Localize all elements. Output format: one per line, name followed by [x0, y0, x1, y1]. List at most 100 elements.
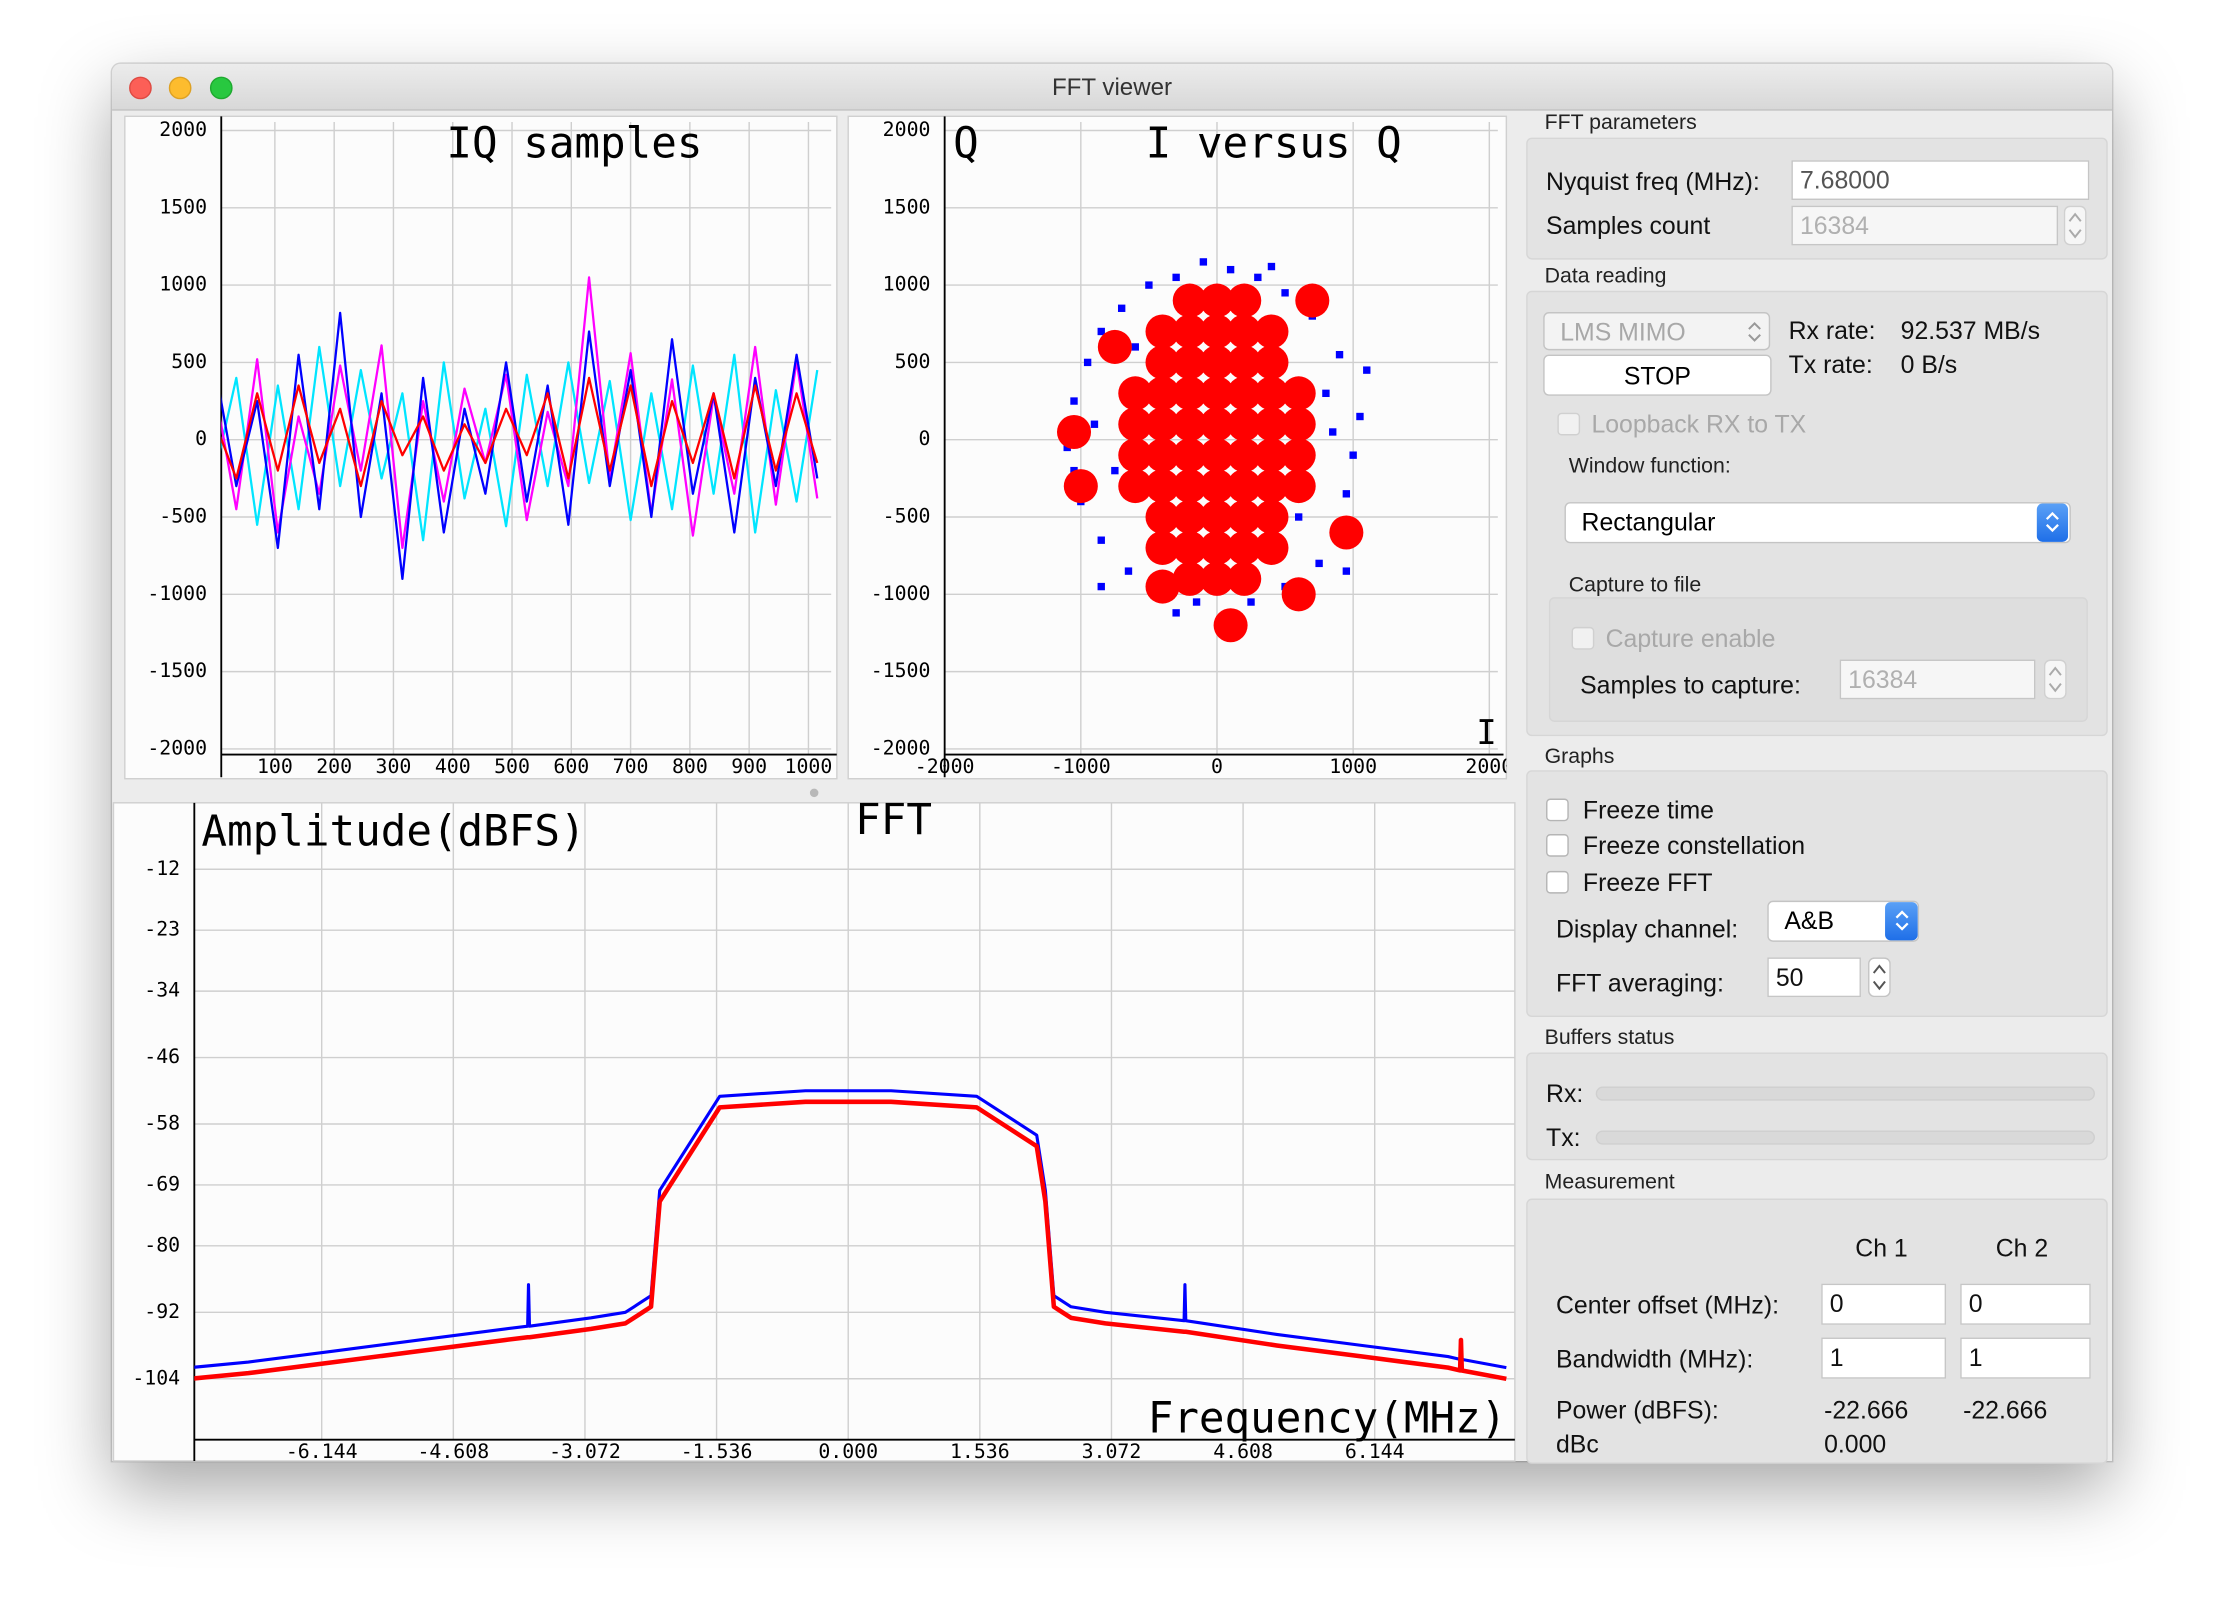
y-tick-label: -500	[883, 505, 931, 528]
section-title: FFT parameters	[1544, 110, 1697, 135]
scatter-point	[1199, 530, 1235, 565]
y-tick-label: 2000	[883, 118, 931, 141]
value: -22.666	[1963, 1395, 2048, 1425]
scatter-point	[1329, 515, 1364, 550]
scatter-point	[1227, 561, 1262, 596]
spin-input[interactable]: 16384	[1791, 205, 2059, 246]
checkbox-label: Capture enable	[1605, 624, 1776, 653]
y-tick-label: 0	[195, 427, 207, 450]
spin-input[interactable]: 50	[1767, 957, 1861, 998]
x-tick-label: 500	[494, 755, 530, 778]
minimize-button[interactable]	[168, 76, 192, 100]
x-tick-label: 0	[1211, 755, 1223, 778]
scatter-point	[1192, 598, 1201, 606]
value: 92.537 MB/s	[1900, 316, 2041, 345]
y-tick-label: -1500	[871, 659, 931, 682]
scatter-point	[1097, 329, 1132, 364]
chart-panel	[112, 802, 1516, 1462]
scatter-point	[1118, 376, 1153, 411]
text-input[interactable]: 1	[1821, 1337, 1947, 1379]
window-title: FFT viewer	[1051, 73, 1173, 101]
spinner[interactable]	[2063, 205, 2087, 246]
scatter-point	[1056, 414, 1092, 449]
text-input[interactable]: 1	[1960, 1337, 2091, 1379]
x-tick-label: 1000	[1329, 755, 1377, 778]
scatter-point	[1145, 438, 1180, 473]
spinner[interactable]	[2043, 659, 2067, 700]
scatter-point	[1199, 407, 1235, 442]
text-input[interactable]: 0	[1960, 1283, 2091, 1325]
checkbox-label: Loopback RX to TX	[1591, 409, 1807, 439]
combo-button[interactable]	[1885, 902, 1918, 941]
window-combo[interactable]: Rectangular	[1564, 502, 2071, 544]
checkbox[interactable]	[1557, 412, 1581, 436]
y-tick-label: -1500	[147, 659, 207, 682]
scatter-point	[1227, 314, 1262, 349]
scatter-point	[1090, 420, 1099, 428]
stop-button[interactable]: STOP	[1543, 354, 1772, 396]
scatter-point	[1356, 412, 1364, 421]
device-combo[interactable]: LMS MIMO	[1543, 312, 1771, 351]
scatter-point	[1145, 281, 1153, 289]
scatter-point	[1097, 582, 1105, 591]
label: Nyquist freq (MHz):	[1546, 167, 1760, 196]
scatter-point	[1199, 438, 1235, 473]
scatter-point	[1227, 469, 1262, 504]
scatter-point	[1213, 608, 1248, 643]
combo-button[interactable]	[2036, 503, 2069, 542]
scatter-point	[1172, 345, 1207, 380]
checkbox[interactable]	[1571, 626, 1595, 650]
scatter-point	[1254, 376, 1289, 411]
zoom-button[interactable]	[209, 76, 233, 100]
close-button[interactable]	[129, 76, 152, 100]
x-tick-label: 300	[376, 755, 412, 778]
spin-input[interactable]: 16384	[1839, 659, 2036, 700]
progress-bar	[1595, 1130, 2095, 1145]
x-tick-label: 1.536	[950, 1440, 1010, 1463]
series-line	[194, 1099, 1507, 1382]
y-tick-label: 2000	[159, 118, 207, 141]
y-tick-label: 1500	[883, 195, 931, 218]
scatter-point	[1199, 469, 1235, 504]
checkbox[interactable]	[1546, 798, 1569, 822]
scatter-point	[1247, 598, 1255, 606]
checkbox[interactable]	[1546, 834, 1569, 857]
scatter-point	[1199, 376, 1235, 411]
x-tick-label: 0.000	[818, 1440, 878, 1463]
text-input[interactable]: 0	[1821, 1283, 1947, 1325]
chart: 2000 1500 1000 500 0 -500 -1000 -1500 -2000 100 20…	[147, 116, 837, 778]
x-tick-label: 700	[613, 755, 649, 778]
spinner[interactable]	[1868, 957, 1891, 998]
x-tick-label: 100	[257, 755, 293, 778]
scatter-point	[1111, 466, 1119, 475]
series-line	[221, 376, 819, 488]
y-tick-label: -500	[159, 505, 207, 528]
label: Tx:	[1546, 1123, 1581, 1152]
x-tick-label: -1000	[1051, 755, 1111, 778]
scatter-point	[1097, 536, 1105, 544]
y-tick-label: 0	[919, 427, 931, 450]
scatter-point	[1172, 530, 1207, 565]
splitter-handle[interactable]	[809, 788, 819, 798]
title-bar: FFT viewer	[112, 63, 2112, 111]
scatter-point	[1199, 499, 1235, 535]
chart-title: I versus Q	[1146, 120, 1402, 169]
scatter-point	[1254, 469, 1289, 504]
y-tick-label: 1000	[159, 273, 207, 296]
checkbox[interactable]	[1546, 870, 1569, 894]
label: Samples to capture:	[1580, 670, 1801, 700]
scatter-point	[1281, 469, 1316, 504]
text-input[interactable]: 7.68000	[1791, 160, 2090, 200]
x-tick-label: 600	[553, 755, 589, 778]
scatter-point	[1199, 314, 1235, 349]
section-title: Measurement	[1544, 1170, 1675, 1195]
checkbox-label: Freeze FFT	[1582, 868, 1713, 897]
x-tick-label: 6.144	[1345, 1440, 1405, 1463]
value: 0 B/s	[1900, 350, 1958, 379]
scatter-point	[1172, 273, 1180, 282]
scatter-point	[1172, 499, 1207, 535]
scatter-point	[1254, 273, 1262, 282]
x-axis-label: Frequency(MHz)	[1148, 1395, 1507, 1444]
